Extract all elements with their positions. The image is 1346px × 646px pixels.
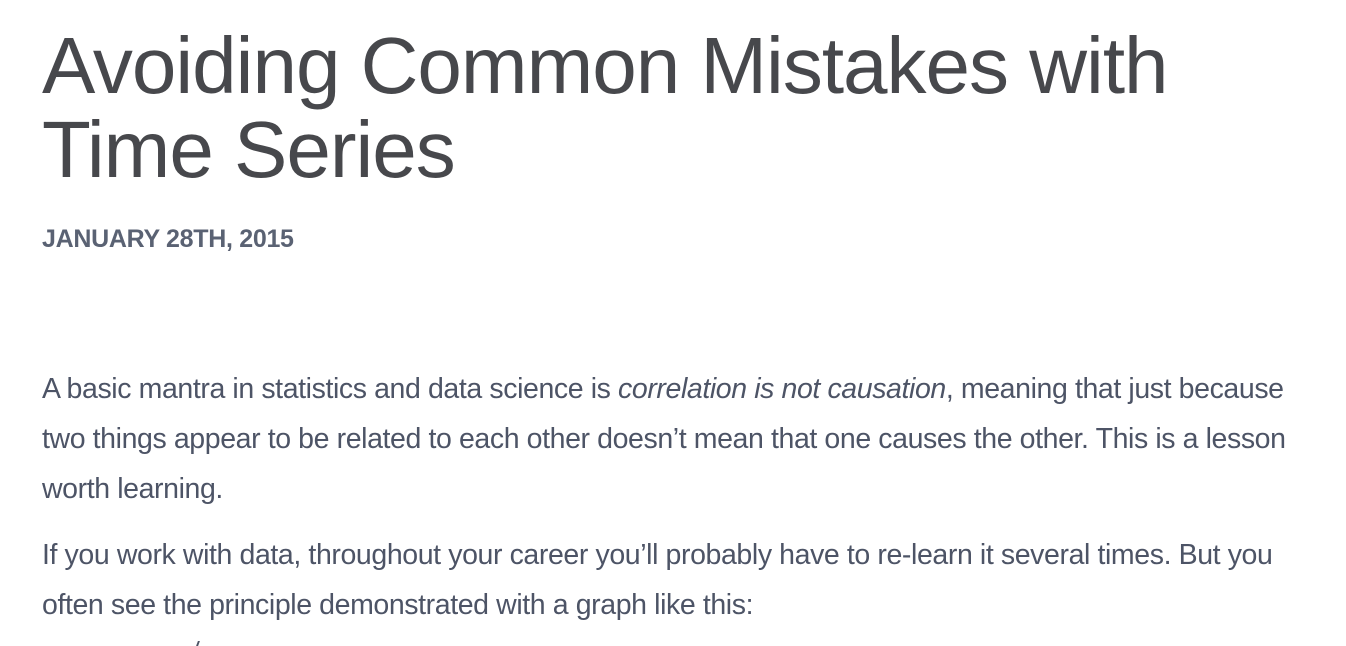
post-date: JANUARY 28TH, 2015 xyxy=(42,225,294,253)
paragraph-intro: A basic mantra in statistics and data sc… xyxy=(42,364,1304,514)
post-body: A basic mantra in statistics and data sc… xyxy=(42,364,1304,646)
clipped-graph-edge xyxy=(196,641,208,646)
paragraph-intro-end: , meaning that just because two things a… xyxy=(42,373,1286,505)
post-title: Avoiding Common Mistakes with Time Serie… xyxy=(42,21,1169,194)
paragraph-intro-start: A basic mantra in statistics and data sc… xyxy=(42,373,619,405)
emphasis-correlation: correlation is not causation xyxy=(618,373,946,405)
paragraph-career: If you work with data, throughout your c… xyxy=(42,539,1273,621)
